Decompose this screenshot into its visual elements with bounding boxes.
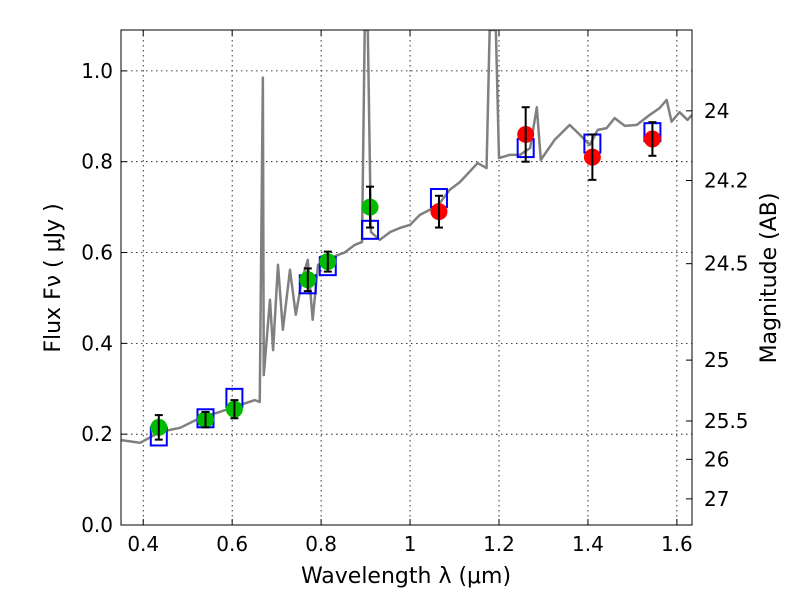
plot-marks (121, 30, 692, 447)
x-tick-label: 0.8 (305, 532, 337, 556)
right-tick-label: 24.5 (704, 252, 749, 276)
ticks: 0.4 0.6 0.8 1 1.2 1.4 1.6 0.0 0.2 0.4 0.6 0.8 1.0 24 2… (81, 30, 749, 556)
y-tick-label: 0.0 (81, 513, 113, 537)
right-tick-label: 27 (704, 487, 729, 511)
y-tick-label: 0.8 (81, 150, 113, 174)
right-tick-label: 26 (704, 447, 729, 471)
right-tick-label: 25 (704, 348, 729, 372)
right-axis-label: Magnitude (AB) (757, 193, 782, 364)
x-tick-label: 1.4 (572, 532, 604, 556)
x-tick-label: 1 (404, 532, 417, 556)
y-tick-label: 1.0 (81, 59, 113, 83)
y-axis-label: Flux Fν ( μJy ) (41, 203, 66, 352)
grid (121, 30, 692, 526)
x-tick-label: 1.2 (483, 532, 515, 556)
right-tick-label: 24 (704, 99, 729, 123)
y-tick-label: 0.2 (81, 422, 113, 446)
y-tick-label: 0.4 (81, 331, 113, 355)
spectrum-line (121, 30, 692, 445)
x-tick-label: 0.6 (216, 532, 248, 556)
right-tick-label: 25.5 (704, 409, 749, 433)
x-axis-label: Wavelength λ (μm) (301, 564, 511, 589)
y-tick-label: 0.6 (81, 241, 113, 265)
x-tick-label: 0.4 (127, 532, 159, 556)
plot-frame (120, 29, 693, 526)
x-tick-label: 1.6 (661, 532, 693, 556)
right-tick-label: 24.2 (704, 169, 749, 193)
